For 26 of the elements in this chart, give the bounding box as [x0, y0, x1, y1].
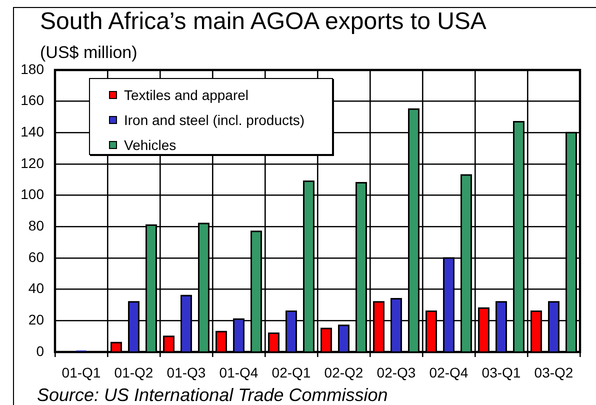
legend-label: Textiles and apparel: [124, 86, 249, 102]
y-tick-label: 140: [20, 124, 44, 140]
legend-label: Iron and steel (incl. products): [124, 112, 305, 128]
y-tick-label: 40: [28, 280, 44, 296]
y-tick-label: 160: [20, 92, 44, 108]
legend-label: Vehicles: [124, 136, 176, 152]
x-tick-label: 01-Q2: [114, 364, 154, 380]
y-tick-label: 60: [28, 248, 44, 265]
y-tick-label: 20: [28, 312, 44, 328]
x-tick-label: 02-Q2: [324, 364, 364, 380]
x-tick-label: 01-Q1: [62, 364, 101, 380]
x-tick-label: 03-Q1: [482, 364, 521, 380]
y-tick-label: 80: [28, 218, 44, 234]
source-note: Source: US International Trade Commission: [37, 385, 388, 405]
y-tick-label: 120: [20, 154, 44, 171]
chart-title: South Africa’s main AGOA exports to USA: [40, 8, 486, 35]
x-tick-label: 01-Q4: [219, 364, 258, 380]
x-tick-label: 03-Q2: [534, 364, 574, 380]
y-tick-label: 0: [36, 342, 44, 359]
x-tick-label: 02-Q3: [376, 364, 416, 380]
x-tick-label: 02-Q4: [429, 364, 468, 380]
x-tick-label: 02-Q1: [272, 364, 311, 380]
x-tick-label: 01-Q3: [166, 364, 206, 380]
y-tick-label: 100: [20, 186, 44, 202]
y-tick-label: 180: [20, 60, 44, 77]
chart-subtitle: (US$ million): [40, 43, 138, 62]
